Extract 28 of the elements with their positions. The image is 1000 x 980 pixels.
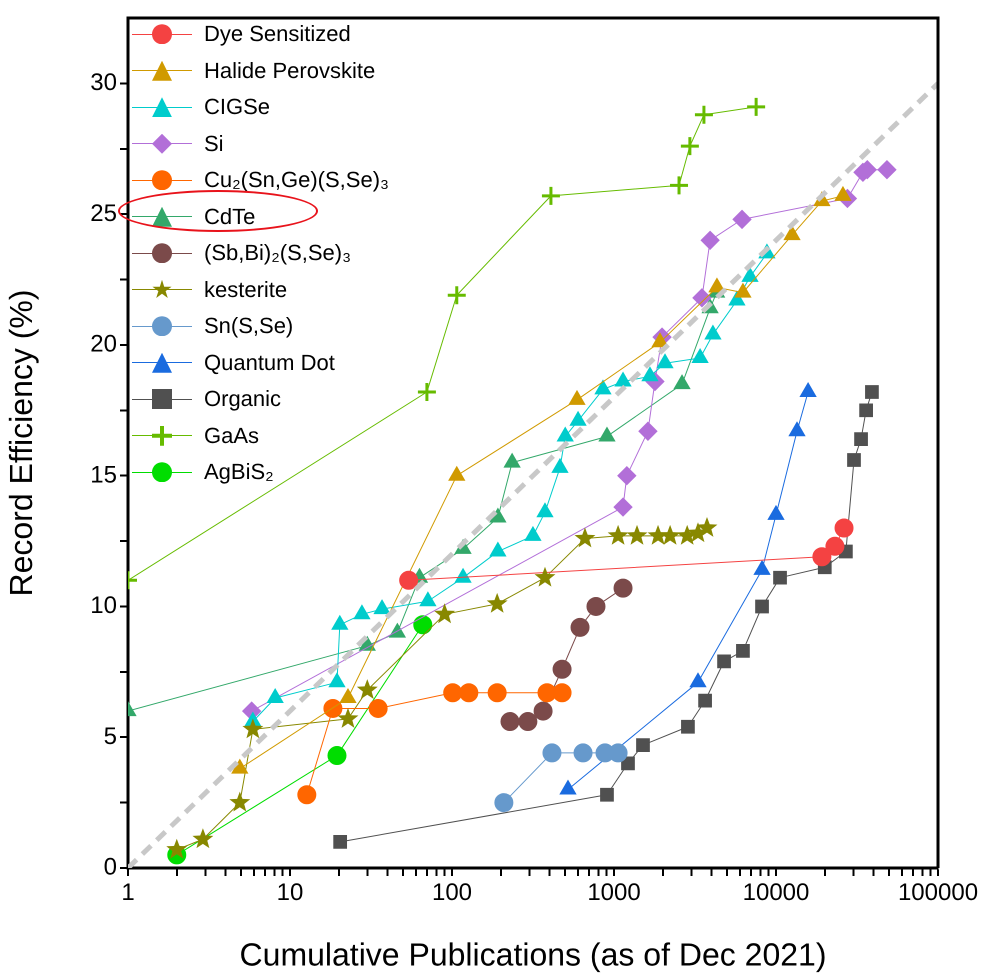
x-tick-label: 10000 [742,879,810,906]
y-tick-label: 5 [104,722,117,750]
legend-label: Cu₂(Sn,Ge)(S,Se)₃ [204,167,389,194]
y-axis-title: Record Efficiency (%) [3,289,40,597]
legend-label: Organic [204,386,282,412]
legend-label: CIGSe [204,94,270,120]
legend-label: Halide Perovskite [204,58,376,84]
y-tick-label: 20 [90,330,117,358]
legend-label: Si [204,130,224,157]
legend-label: kesterite [204,276,288,303]
x-tick-label: 100000 [898,879,978,906]
x-tick-label: 10 [276,879,304,906]
y-tick-label: 10 [90,592,117,620]
legend-label: Sn(S,Se) [204,313,294,340]
y-tick-label: 30 [90,69,117,96]
legend-label: AgBiS₂ [204,459,274,486]
legend-label: (Sb,Bi)₂(S,Se)₃ [204,240,352,266]
legend-label: Dye Sensitized [204,21,351,48]
legend-label: GaAs [204,422,260,449]
legend-label: Quantum Dot [204,350,335,376]
x-tick-label: 100 [432,879,472,906]
y-tick-label: 15 [90,461,117,488]
y-tick-label: 25 [90,200,117,227]
x-axis-title: Cumulative Publications (as of Dec 2021) [240,936,826,973]
x-tick-label: 1 [121,879,135,906]
x-tick-label: 1000 [587,879,641,906]
y-tick-label: 0 [104,854,117,881]
legend-label: CdTe [204,204,256,230]
